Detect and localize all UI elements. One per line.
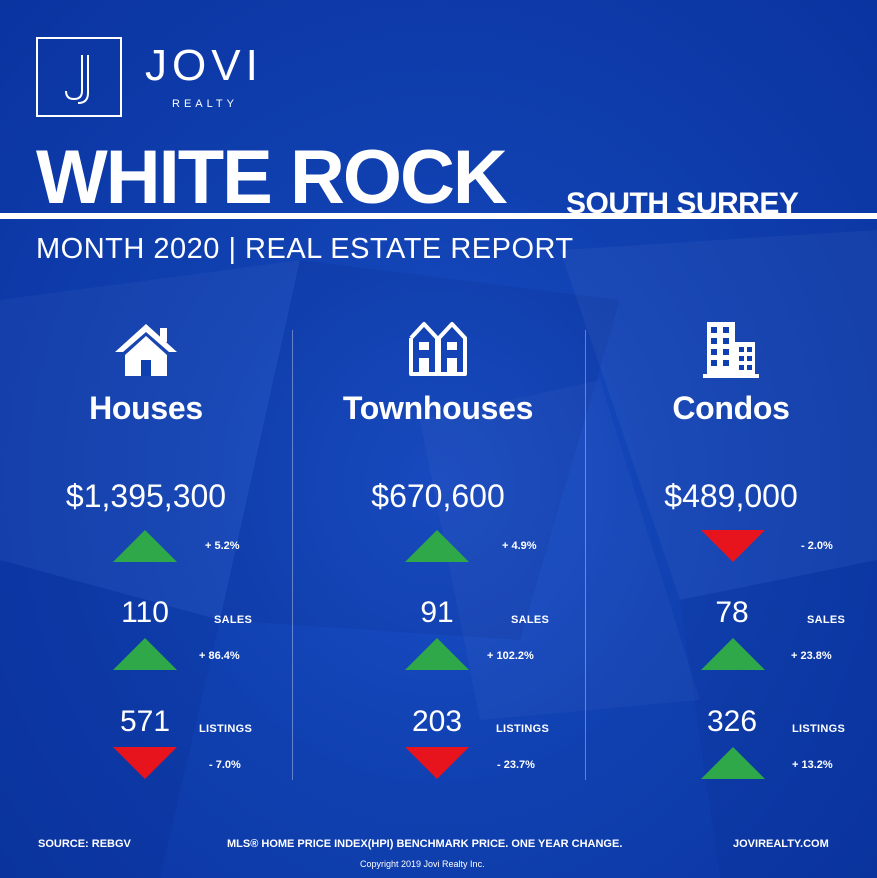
copyright: Copyright 2019 Jovi Realty Inc. — [360, 859, 485, 869]
sales-change-up-icon — [405, 638, 469, 670]
sales-change: + 86.4% — [199, 650, 240, 662]
column-houses: Houses $1,395,300 + 5.2% 110 SALES + 86.… — [0, 318, 292, 798]
report-label: MONTH 2020 | REAL ESTATE REPORT — [36, 233, 574, 265]
brand-subtitle: REALTY — [172, 98, 238, 110]
listings-count: 571 — [119, 705, 171, 738]
icon-wrap — [585, 318, 877, 380]
sales-label: SALES — [807, 614, 846, 626]
logo-j-icon — [65, 55, 89, 104]
sales-change-up-icon — [701, 638, 765, 670]
price-change: + 5.2% — [205, 540, 240, 552]
listings-change-down-icon — [113, 747, 177, 779]
source-note: SOURCE: REBGV — [38, 838, 131, 850]
price-change-up-icon — [113, 530, 177, 562]
brand-name: JOVI — [145, 41, 263, 90]
listings-label: LISTINGS — [496, 723, 550, 735]
sales-count: 78 — [715, 596, 749, 629]
price-change-down-icon — [701, 530, 765, 562]
listings-count: 326 — [706, 705, 758, 738]
listings-change-down-icon — [405, 747, 469, 779]
sales-count: 110 — [121, 596, 169, 629]
price-change-up-icon — [405, 530, 469, 562]
listings-label: LISTINGS — [199, 723, 253, 735]
page-title: WHITE ROCK — [36, 135, 508, 220]
listings-change: - 23.7% — [497, 759, 535, 771]
house-icon — [115, 324, 177, 376]
sales-label: SALES — [511, 614, 550, 626]
listings-change-up-icon — [701, 747, 765, 779]
type-label: Townhouses — [342, 390, 534, 426]
title-rule — [0, 213, 877, 219]
methodology-note: MLS® HOME PRICE INDEX(HPI) BENCHMARK PRI… — [227, 838, 623, 850]
column-divider — [585, 330, 586, 780]
column-divider — [292, 330, 293, 780]
icon-wrap — [0, 318, 292, 380]
type-label: Condos — [672, 390, 790, 426]
price-change: - 2.0% — [801, 540, 833, 552]
sales-change: + 102.2% — [487, 650, 534, 662]
type-label: Houses — [89, 390, 203, 426]
sales-count: 91 — [420, 596, 454, 629]
listings-change: - 7.0% — [209, 759, 241, 771]
logo-mark — [36, 37, 122, 117]
listings-label: LISTINGS — [792, 723, 846, 735]
column-townhouses: Townhouses $670,600 + 4.9% 91 SALES + 10… — [292, 318, 584, 798]
sales-change-up-icon — [113, 638, 177, 670]
price-change: + 4.9% — [502, 540, 537, 552]
benchmark-price: $1,395,300 — [65, 478, 227, 514]
listings-count: 203 — [411, 705, 463, 738]
townhouse-icon — [409, 322, 467, 376]
sales-change: + 23.8% — [791, 650, 832, 662]
website-link[interactable]: JOVIREALTY.COM — [733, 838, 829, 850]
benchmark-price: $670,600 — [371, 478, 505, 514]
sales-label: SALES — [214, 614, 253, 626]
condo-building-icon — [703, 322, 759, 378]
listings-change: + 13.2% — [792, 759, 833, 771]
benchmark-price: $489,000 — [664, 478, 798, 514]
column-condos: Condos $489,000 - 2.0% 78 SALES + 23.8% … — [585, 318, 877, 798]
icon-wrap — [292, 318, 584, 380]
